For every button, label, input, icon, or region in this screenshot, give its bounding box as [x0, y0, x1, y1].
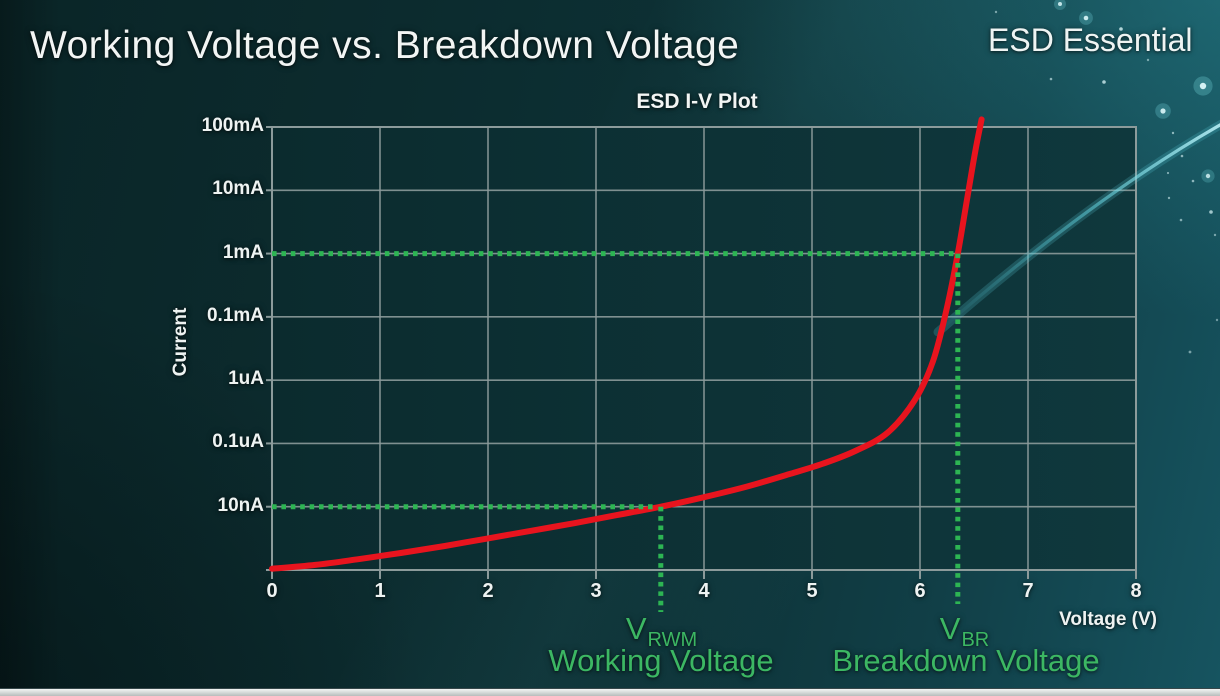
x-tick-label: 0	[266, 580, 278, 602]
x-tick-label: 3	[590, 580, 602, 602]
vbr-symbol: V	[939, 611, 961, 646]
vrwm-caption: Working Voltage	[548, 643, 774, 678]
star-dot	[1166, 171, 1170, 175]
star-dot	[994, 10, 998, 14]
y-tick-label: 0.1mA	[206, 304, 264, 326]
star-dot	[1083, 15, 1089, 21]
y-tick-label: 1mA	[222, 241, 264, 263]
vrwm-symbol: V	[625, 611, 647, 646]
star-dot	[1146, 58, 1150, 62]
vbr-caption: Breakdown Voltage	[832, 643, 1100, 678]
star-dot	[1167, 196, 1171, 200]
vrwm-label: VRWM	[591, 611, 731, 651]
star-dot	[1179, 218, 1183, 222]
star-dot	[1049, 77, 1053, 81]
star-dot	[1171, 131, 1175, 135]
star-dot	[1209, 210, 1213, 214]
star-dot	[1199, 82, 1207, 90]
x-tick-label: 8	[1130, 580, 1142, 602]
x-tick-label: 1	[374, 580, 386, 602]
star-dot	[1160, 108, 1166, 114]
star-dot	[1213, 233, 1217, 237]
y-tick-label: 10nA	[217, 494, 264, 516]
x-tick-label: 5	[806, 580, 818, 602]
green-dotted-guides	[272, 251, 961, 612]
star-dot	[1180, 154, 1184, 158]
x-axis-title: Voltage (V)	[1059, 609, 1157, 630]
vrwm-subscript: RWM	[647, 629, 698, 651]
x-tick-label: 7	[1022, 580, 1034, 602]
star-dot	[1188, 350, 1192, 354]
iv-curve	[269, 116, 985, 572]
y-tick-label: 0.1uA	[212, 431, 264, 453]
light-streak-decor	[933, 119, 1220, 337]
star-dot	[1191, 179, 1195, 183]
y-tick-label: 1uA	[228, 368, 264, 390]
star-dot	[1215, 318, 1219, 322]
star-dot	[1119, 27, 1123, 31]
chart-title: ESD I-V Plot	[636, 90, 758, 113]
brand-text: ESD Essential	[988, 22, 1193, 58]
y-tick-label: 100mA	[201, 115, 264, 136]
background-stars	[994, 0, 1219, 354]
x-tick-label: 6	[914, 580, 926, 602]
star-dot	[1205, 173, 1211, 179]
bottom-strip	[0, 688, 1220, 696]
star-dot	[1058, 2, 1062, 6]
vbr-label: VBR	[894, 611, 1034, 651]
star-dot	[1102, 80, 1106, 84]
vbr-subscript: BR	[961, 629, 990, 651]
x-tick-label: 2	[482, 580, 494, 602]
plot-border	[271, 126, 1137, 571]
x-tick-label: 4	[698, 580, 710, 602]
y-tick-label: 10mA	[212, 178, 264, 200]
page-title: Working Voltage vs. Breakdown Voltage	[30, 24, 740, 67]
